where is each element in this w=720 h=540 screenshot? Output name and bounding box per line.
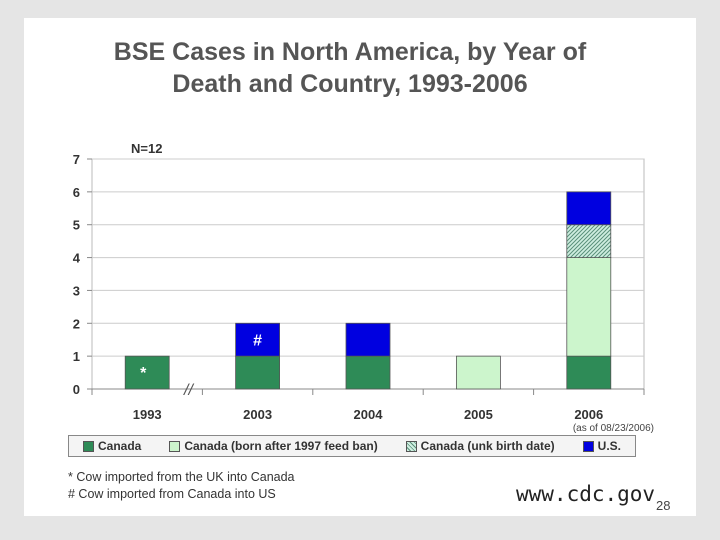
legend-label: Canada (born after 1997 feed ban): [184, 439, 378, 453]
bar-2006-canada-born-after-1997-feed-ban-: [566, 257, 612, 357]
footnotes: * Cow imported from the UK into Canada #…: [68, 469, 295, 503]
legend-swatch: [82, 440, 94, 452]
bar-2006-canada: [566, 355, 612, 390]
n-label: N=12: [131, 141, 162, 156]
legend-item: Canada: [82, 439, 142, 453]
bar-2004-canada: [345, 355, 391, 390]
bar-2003-canada: [235, 355, 281, 390]
legend-item: Canada (born after 1997 feed ban): [169, 439, 378, 453]
chart-title: BSE Cases in North America, by Year of D…: [0, 36, 700, 100]
y-tick-label: 5: [73, 218, 80, 233]
x-tick-label-1993: 1993: [133, 407, 162, 422]
legend-swatch: [169, 440, 181, 452]
page-number: 28: [656, 498, 671, 513]
x-tick-label-2006: 2006: [574, 407, 603, 422]
y-tick-label: 0: [73, 382, 80, 397]
y-tick-label: 3: [73, 283, 80, 298]
chart-title-line2: Death and Country, 1993-2006: [172, 70, 528, 98]
bar-2004-u-s-: [345, 322, 391, 357]
legend-swatch: [582, 440, 594, 452]
y-tick-label: 6: [73, 185, 80, 200]
watermark-url: www.cdc.gov: [516, 482, 656, 506]
bar-2003-u-s-: [235, 322, 281, 357]
y-tick-label: 2: [73, 316, 80, 331]
legend: Canada Canada (born after 1997 feed ban) C…: [68, 435, 636, 457]
legend-item: U.S.: [582, 439, 621, 453]
axis-break-mark: //: [183, 382, 194, 399]
x-tick-label-2004: 2004: [354, 407, 384, 422]
bar-2006-u-s-: [566, 191, 612, 226]
legend-label: U.S.: [597, 439, 621, 453]
legend-label: Canada: [97, 439, 142, 453]
date-note: (as of 08/23/2006): [573, 423, 654, 434]
legend-item: Canada (unk birth date): [405, 439, 555, 453]
footnote-star: * Cow imported from the UK into Canada: [68, 470, 295, 484]
chart-title-line1: BSE Cases in North America, by Year of: [113, 38, 587, 66]
y-tick-label: 7: [73, 152, 80, 167]
x-tick-label-2003: 2003: [243, 407, 272, 422]
footnote-hash: # Cow imported from Canada into US: [68, 487, 276, 501]
y-tick-label: 4: [73, 251, 81, 266]
x-tick-label-2005: 2005: [464, 407, 493, 422]
bar-mark-1993: *: [140, 365, 147, 382]
bar-2005-canada-born-after-1997-feed-ban-: [455, 355, 501, 390]
y-tick-label: 1: [73, 349, 80, 364]
legend-label: Canada (unk birth date): [420, 439, 555, 453]
bar-2006-canada-unk-birth-date-: [566, 224, 612, 258]
bar-mark-2003: #: [253, 332, 262, 349]
bar-1993-canada: [124, 355, 170, 390]
legend-swatch: [405, 440, 417, 452]
